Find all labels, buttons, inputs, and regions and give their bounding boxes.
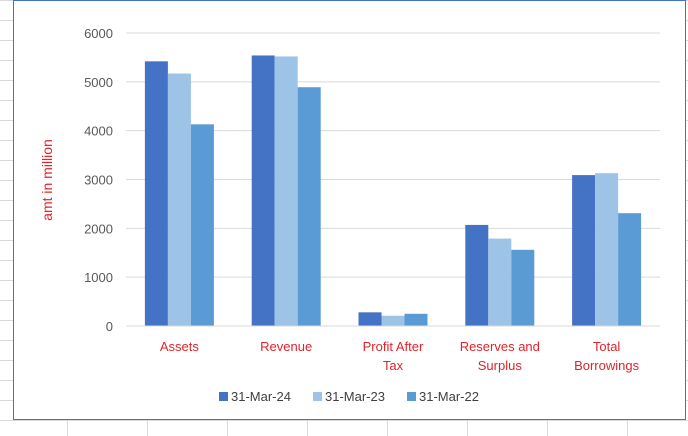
- legend-item[interactable]: 31-Mar-23: [313, 389, 385, 404]
- bar-31-Mar-23[interactable]: [595, 173, 619, 326]
- gridlines: [126, 32, 660, 278]
- y-tick-label: 1000: [84, 270, 113, 285]
- legend-item[interactable]: 31-Mar-24: [219, 389, 291, 404]
- bar-31-Mar-22[interactable]: [511, 249, 535, 326]
- bar-31-Mar-22[interactable]: [190, 124, 214, 327]
- legend: 31-Mar-24 31-Mar-23 31-Mar-22: [219, 389, 479, 404]
- bar-31-Mar-22[interactable]: [297, 87, 321, 326]
- bar-31-Mar-23[interactable]: [167, 73, 191, 326]
- x-category-label: Assets: [160, 339, 200, 354]
- bar-31-Mar-24[interactable]: [465, 224, 489, 326]
- legend-swatch: [219, 392, 228, 401]
- bar-31-Mar-22[interactable]: [618, 213, 642, 326]
- legend-item[interactable]: 31-Mar-22: [407, 389, 479, 404]
- legend-label: 31-Mar-24: [231, 389, 291, 404]
- y-tick-label: 5000: [84, 75, 113, 90]
- y-tick-label: 4000: [84, 124, 113, 139]
- bar-31-Mar-23[interactable]: [381, 315, 405, 326]
- bar-31-Mar-24[interactable]: [358, 312, 382, 326]
- legend-swatch: [407, 392, 416, 401]
- bar-31-Mar-24[interactable]: [251, 55, 275, 327]
- y-tick-label: 2000: [84, 221, 113, 236]
- legend-label: 31-Mar-23: [325, 389, 385, 404]
- bars: [144, 55, 642, 327]
- y-tick-label: 6000: [84, 26, 113, 41]
- y-tick-label: 0: [106, 319, 113, 334]
- bar-31-Mar-22[interactable]: [404, 313, 428, 326]
- x-category-label: Profit After Tax: [363, 339, 424, 373]
- bar-31-Mar-23[interactable]: [274, 56, 298, 326]
- x-category-label: Revenue: [260, 339, 312, 354]
- bar-31-Mar-24[interactable]: [572, 175, 596, 326]
- bar-31-Mar-24[interactable]: [144, 61, 168, 326]
- x-category-label: Total Borrowings: [574, 339, 640, 373]
- bar-31-Mar-23[interactable]: [488, 238, 512, 326]
- y-tick-label: 3000: [84, 173, 113, 188]
- legend-label: 31-Mar-22: [419, 389, 479, 404]
- x-axis-categories: Assets Revenue Profit After Tax Reserves and…: [160, 339, 640, 373]
- x-category-label: Reserves and Surplus: [460, 339, 540, 373]
- y-axis-ticks: 0 1000 2000 3000 4000 5000 6000: [84, 26, 113, 334]
- legend-swatch: [313, 392, 322, 401]
- y-axis-label: amt in million: [39, 139, 55, 221]
